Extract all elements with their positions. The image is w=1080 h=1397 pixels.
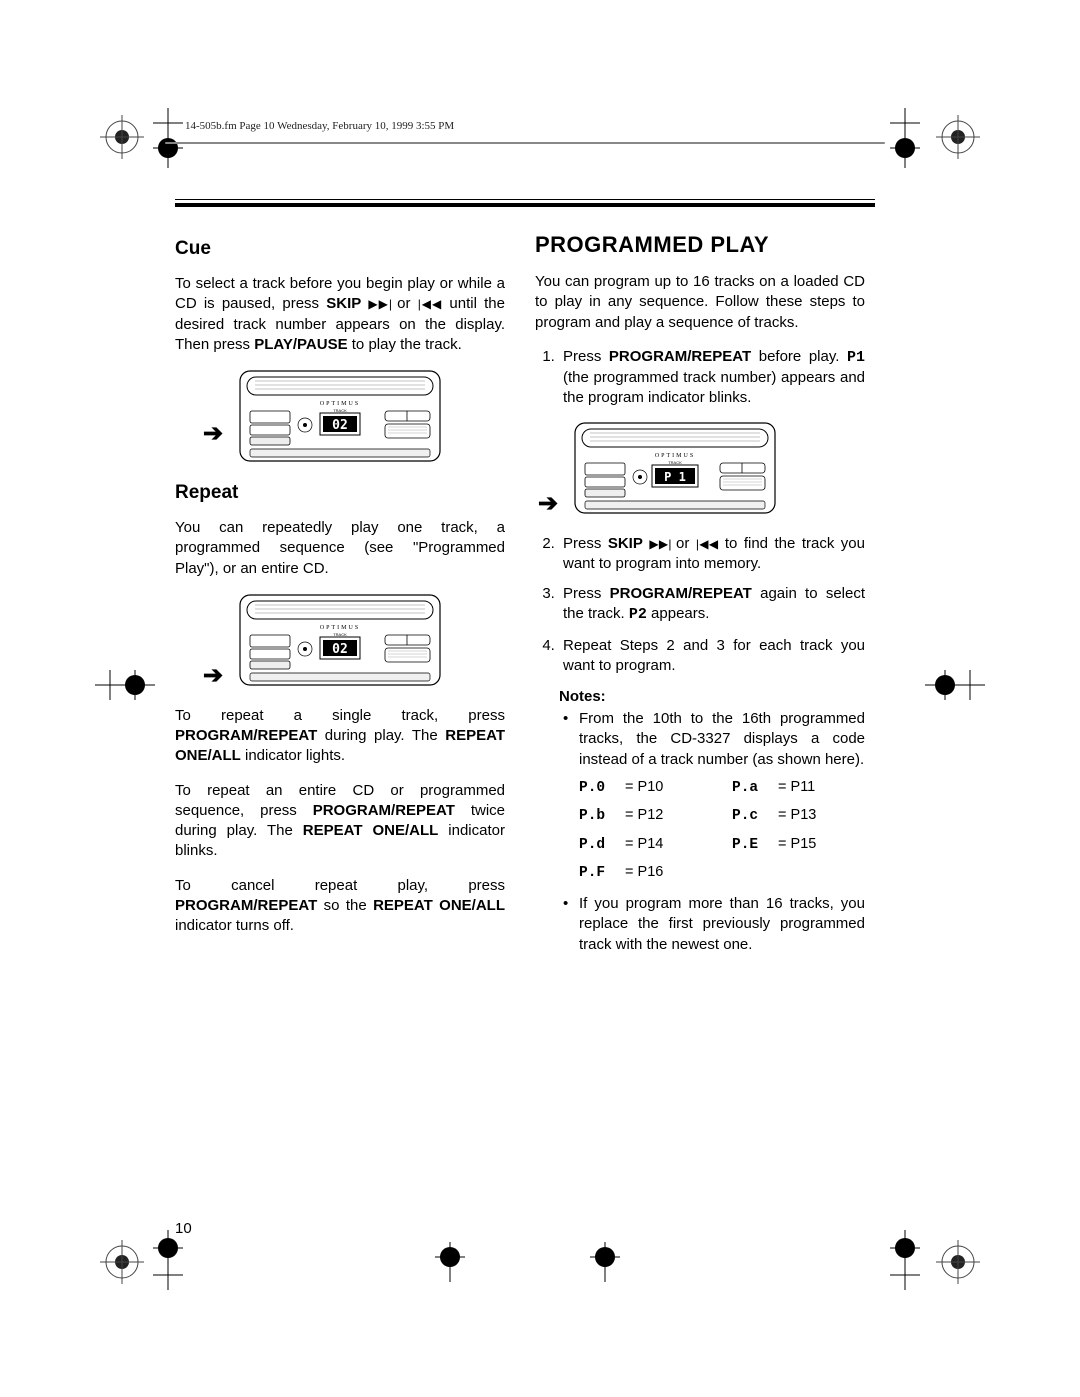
programmed-intro: You can program up to 16 tracks on a loa… [535, 272, 865, 333]
repeat-p3: To repeat an entire CD or programmed seq… [175, 781, 505, 862]
note-1: From the 10th to the 16th programmed tra… [579, 709, 865, 884]
note-2: If you program more than 16 tracks, you … [579, 894, 865, 955]
crop-mark-icon [925, 670, 985, 700]
crop-mark-icon [153, 1230, 183, 1290]
crop-mark-icon [890, 108, 920, 168]
device-illustration-repeat: ➔ OPTIMUS 02 TRACK [235, 593, 445, 688]
skip-forward-icon: ▶▶| [649, 537, 669, 551]
crop-mark-icon [95, 670, 155, 700]
cue-heading: Cue [175, 238, 505, 260]
steps-list: Press PROGRAM/REPEAT before play. P1 (th… [535, 347, 865, 409]
cue-paragraph: To select a track before you begin play … [175, 274, 505, 355]
svg-text:TRACK: TRACK [668, 460, 682, 465]
device-brand: OPTIMUS [320, 401, 360, 407]
step-3: Press PROGRAM/REPEAT again to select the… [559, 584, 865, 626]
page-number: 10 [175, 1220, 192, 1237]
svg-text:OPTIMUS: OPTIMUS [320, 625, 360, 631]
left-column: Cue To select a track before you begin p… [175, 232, 505, 965]
repeat-heading: Repeat [175, 482, 505, 504]
crop-mark-icon [890, 1230, 920, 1290]
step-4: Repeat Steps 2 and 3 for each track you … [559, 636, 865, 677]
code-table: P.0 = P10 P.a = P11 P.b = P12 P.c = P13 … [579, 778, 865, 884]
notes-list: From the 10th to the 16th programmed tra… [535, 709, 865, 955]
page-content: 14-505b.fm Page 10 Wednesday, February 1… [175, 120, 875, 965]
crop-mark-icon [100, 115, 144, 159]
right-column: PROGRAMMED PLAY You can program up to 16… [535, 232, 865, 965]
running-header: 14-505b.fm Page 10 Wednesday, February 1… [185, 120, 875, 132]
step-2: Press SKIP ▶▶| or |◀◀ to find the track … [559, 534, 865, 575]
svg-text:TRACK: TRACK [333, 408, 347, 413]
device-illustration-cue: ➔ OPTIMUS 02 TRACK [235, 369, 445, 464]
crop-mark-icon [936, 1240, 980, 1284]
rule-thick [175, 203, 875, 207]
notes-heading: Notes: [559, 688, 865, 705]
crop-mark-icon [435, 1242, 465, 1282]
rule-thin [175, 199, 875, 200]
crop-mark-icon [936, 115, 980, 159]
pointer-arrow-icon: ➔ [203, 661, 223, 690]
pointer-arrow-icon: ➔ [203, 419, 223, 448]
programmed-play-heading: PROGRAMMED PLAY [535, 232, 865, 258]
repeat-p1: You can repeatedly play one track, a pro… [175, 518, 505, 579]
skip-back-icon: |◀◀ [418, 297, 443, 311]
skip-back-icon: |◀◀ [696, 537, 719, 551]
svg-text:P 1: P 1 [664, 470, 686, 484]
crop-mark-icon [100, 1240, 144, 1284]
pointer-arrow-icon: ➔ [538, 489, 558, 518]
repeat-p2: To repeat a single track, press PROGRAM/… [175, 706, 505, 767]
steps-list-cont: Press SKIP ▶▶| or |◀◀ to find the track … [535, 534, 865, 677]
svg-text:02: 02 [332, 642, 348, 657]
skip-forward-icon: ▶▶| [368, 297, 390, 311]
step-1: Press PROGRAM/REPEAT before play. P1 (th… [559, 347, 865, 409]
svg-text:TRACK: TRACK [333, 632, 347, 637]
device-illustration-program: ➔ OPTIMUS P 1 TRACK [570, 421, 780, 516]
svg-text:OPTIMUS: OPTIMUS [655, 453, 695, 459]
crop-mark-icon [590, 1242, 620, 1282]
svg-text:02: 02 [332, 418, 348, 433]
repeat-p4: To cancel repeat play, press PROGRAM/REP… [175, 876, 505, 937]
